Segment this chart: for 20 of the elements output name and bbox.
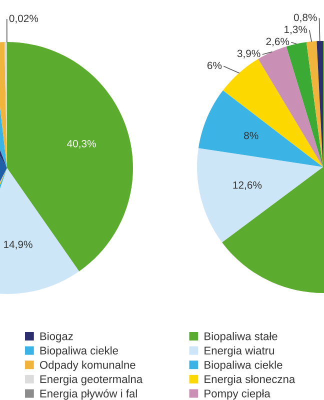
legend-label: Pompy ciepła bbox=[204, 389, 270, 400]
legend-label: Biopaliwa ciekle bbox=[204, 360, 282, 372]
data-label: 6% bbox=[207, 62, 222, 70]
data-label: 40,3% bbox=[66, 140, 96, 149]
legend-label: Biopaliwa stałe bbox=[204, 332, 278, 342]
legend-label: Energia wiatru bbox=[204, 346, 274, 357]
data-label: 0,02% bbox=[9, 14, 38, 24]
legend-label: Energia pływów i fal bbox=[40, 389, 137, 400]
legend-label: Biogaz bbox=[40, 332, 73, 342]
legend-label: Biopaliwa ciekle bbox=[40, 346, 118, 357]
data-label: 12,6% bbox=[233, 181, 262, 190]
legend-label: Energia słoneczna bbox=[204, 374, 296, 386]
data-label: 3,9% bbox=[237, 50, 260, 58]
data-label: 14,9% bbox=[4, 240, 32, 250]
data-label: 8% bbox=[244, 132, 258, 140]
legend-label: Energia geotermalna bbox=[40, 374, 143, 386]
data-label: 1,3% bbox=[284, 26, 308, 34]
data-label: 2,6% bbox=[266, 38, 290, 46]
legend-label: Odpady komunalne bbox=[40, 360, 136, 372]
data-label: 0,8% bbox=[294, 14, 317, 22]
